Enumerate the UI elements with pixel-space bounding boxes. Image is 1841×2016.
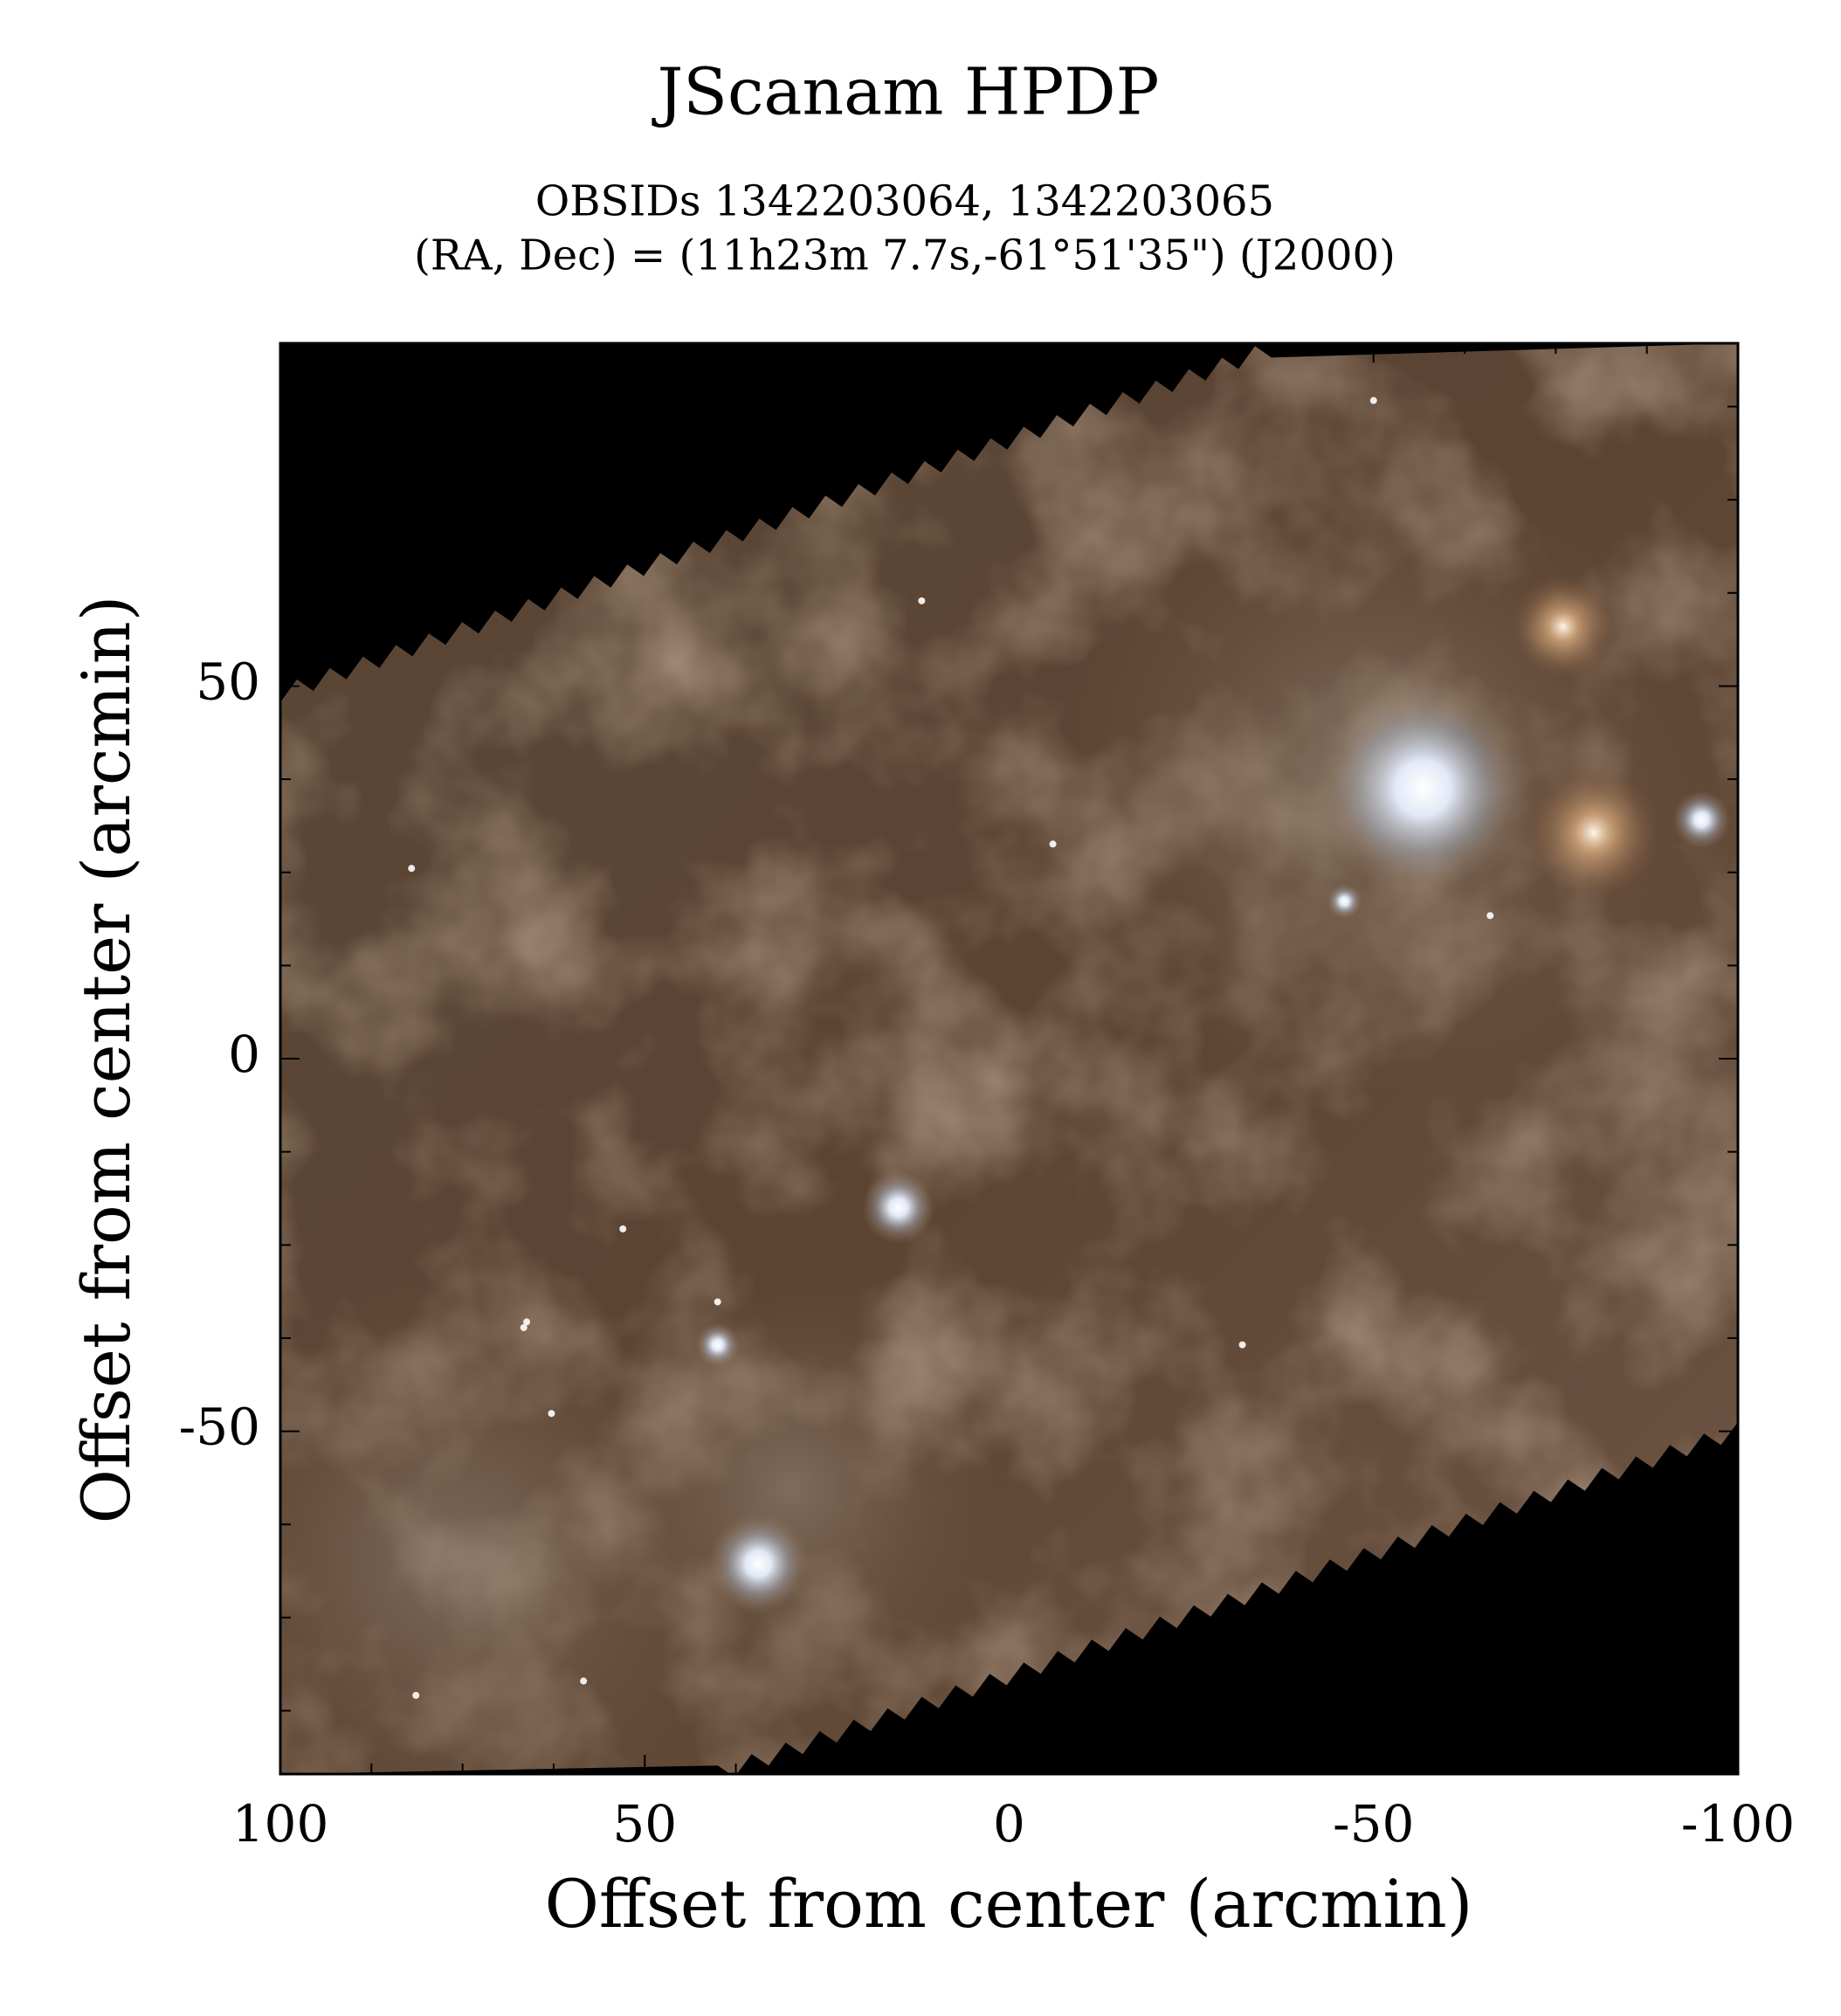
nebula <box>1314 679 1533 898</box>
star <box>619 1225 627 1232</box>
nebula <box>1327 883 1362 919</box>
star <box>580 1677 588 1685</box>
nebula <box>1512 575 1615 678</box>
nebula <box>1672 791 1731 849</box>
star <box>1238 1341 1246 1349</box>
sky-image <box>280 343 1738 1778</box>
chart-subtitle: (RA, Dec) = (11h23m 7.7s,-61°51'35") (J2… <box>414 231 1396 280</box>
star <box>412 1691 420 1699</box>
nebula <box>1527 767 1659 899</box>
star <box>714 1298 721 1306</box>
y-tick-label: 50 <box>196 652 260 711</box>
star <box>1049 840 1057 848</box>
star <box>523 1318 531 1326</box>
chart-subtitle: OBSIDs 1342203064, 1342203065 <box>535 177 1274 226</box>
chart-title: JScanam HPDP <box>652 54 1160 129</box>
nebula <box>695 1322 740 1367</box>
x-tick-label: -50 <box>1333 1794 1414 1854</box>
star <box>1486 912 1494 920</box>
nebula <box>861 1170 935 1245</box>
x-tick-label: 50 <box>612 1794 677 1854</box>
plot-area <box>279 342 1740 1778</box>
nebula <box>586 1283 995 1693</box>
star <box>918 597 926 604</box>
star <box>548 1410 555 1418</box>
y-axis-label: Offset from center (arcmin) <box>67 596 145 1524</box>
y-tick-label: -50 <box>179 1398 260 1457</box>
star <box>1369 397 1377 404</box>
star <box>408 865 416 873</box>
nebula <box>707 1512 810 1615</box>
x-tick-label: 100 <box>232 1794 329 1854</box>
star <box>520 1323 527 1331</box>
x-axis-label: Offset from center (arcmin) <box>545 1865 1473 1943</box>
x-tick-label: -100 <box>1681 1794 1795 1854</box>
y-tick-label: 0 <box>228 1025 260 1084</box>
x-tick-label: 0 <box>993 1794 1025 1854</box>
